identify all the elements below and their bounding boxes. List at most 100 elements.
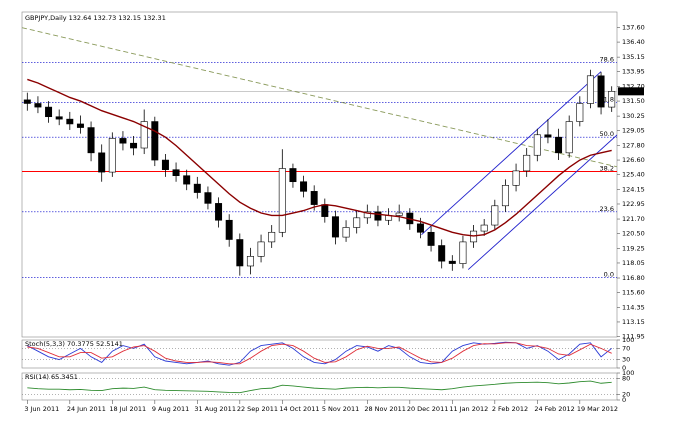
candle-body (204, 192, 212, 204)
candle-body (512, 170, 520, 186)
y-tick-label: 80 (622, 374, 630, 382)
candle-body (331, 216, 339, 238)
candle-body (289, 168, 297, 183)
plot-area (22, 27, 617, 278)
last-price-label: 132.31 (621, 87, 644, 95)
y-tick-label: 135.15 (622, 53, 645, 61)
candle-body (416, 223, 424, 233)
y-tick-label: 0 (622, 364, 626, 372)
plot-area (27, 380, 612, 394)
candle-body (172, 169, 180, 177)
y-tick-label: 132.70 (622, 83, 645, 91)
candle-body (374, 211, 382, 221)
candle-body (544, 134, 552, 138)
indicator-line (27, 342, 612, 365)
candle-body (108, 138, 116, 173)
candle-body (119, 138, 127, 144)
fib-label: 23.6 (600, 205, 614, 213)
candle-body (342, 227, 350, 238)
y-tick-label: 131.50 (622, 97, 645, 105)
indicator-title: Stoch(5,3,3) 70.3775 52.5141 (25, 340, 123, 348)
candle-body (278, 168, 286, 233)
panel-frame (21, 339, 618, 369)
x-tick-label: 9 Aug 2011 (152, 405, 190, 413)
y-tick-label: 100 (622, 369, 634, 377)
candle-body (215, 203, 223, 221)
y-tick-label: 113.15 (622, 318, 645, 326)
y-tick-label: 115.60 (622, 288, 645, 296)
x-tick-label: 11 Jan 2012 (449, 405, 488, 413)
candle-body (246, 256, 254, 267)
panel-frame (21, 372, 618, 401)
candle-body (23, 99, 31, 104)
x-tick-label: 28 Nov 2011 (364, 405, 406, 413)
fib-label: 0.0 (604, 270, 614, 278)
candle-body (34, 103, 42, 108)
x-tick-label: 18 Jul 2011 (109, 405, 146, 413)
trendline (22, 27, 617, 168)
candle-body (257, 241, 265, 257)
candle-body (55, 116, 63, 120)
candle-body (87, 127, 95, 154)
y-tick-label: 136.40 (622, 38, 645, 46)
candle-body (491, 205, 499, 226)
x-tick-label: 20 Dec 2011 (407, 405, 449, 413)
x-tick-label: 5 Nov 2011 (322, 405, 360, 413)
fib-label: 38.2 (600, 164, 614, 172)
plot-area (27, 341, 612, 366)
candle-body (533, 134, 541, 156)
x-tick-label: 19 Mar 2012 (577, 405, 618, 413)
y-tick-label: 100 (622, 336, 634, 344)
candle-body (438, 245, 446, 262)
candle-body (193, 183, 201, 193)
y-tick-label: 114.35 (622, 304, 645, 312)
y-tick-label: 130.25 (622, 112, 645, 120)
fib-label: 61.8 (600, 95, 614, 103)
y-tick-label: 70 (622, 344, 630, 352)
candle-body (45, 106, 53, 118)
y-tick-label: 124.15 (622, 186, 645, 194)
candle-body (66, 118, 74, 125)
y-tick-label: 129.05 (622, 127, 645, 135)
candle-body (448, 260, 456, 264)
x-tick-label: 24 Jun 2011 (67, 405, 106, 413)
candle-body (140, 121, 148, 149)
fib-label: 78.6 (600, 56, 614, 64)
trendline (467, 134, 617, 270)
candle-body (76, 123, 84, 128)
y-tick-label: 126.60 (622, 156, 645, 164)
candle-body (565, 121, 573, 154)
y-tick-label: 116.80 (622, 274, 645, 282)
y-tick-label: 137.60 (622, 24, 645, 32)
trendline (421, 71, 602, 236)
x-tick-label: 31 Aug 2011 (194, 405, 236, 413)
candle-body (321, 204, 329, 217)
last-price-box (618, 87, 644, 96)
candle-body (310, 191, 318, 205)
candle-body (576, 103, 584, 122)
y-tick-label: 120.50 (622, 229, 645, 237)
fib-label: 50.0 (600, 130, 614, 138)
candle-body (427, 231, 435, 246)
candle-body (300, 181, 308, 192)
candle-body (501, 185, 509, 207)
y-tick-label: 119.25 (622, 245, 645, 253)
candle-body (183, 175, 191, 185)
candle-body (161, 159, 169, 170)
candle-body (98, 152, 106, 173)
candle-body (225, 219, 233, 240)
y-tick-label: 121.70 (622, 215, 645, 223)
x-tick-label: 3 Jun 2011 (24, 405, 59, 413)
candle-body (268, 231, 276, 243)
x-tick-label: 24 Feb 2012 (534, 405, 574, 413)
x-tick-label: 22 Sep 2011 (237, 405, 278, 413)
candle-body (130, 142, 138, 149)
y-tick-label: 20 (622, 391, 630, 399)
candle-body (523, 154, 531, 172)
y-tick-label: 0 (622, 396, 626, 404)
chart-title: GBPJPY,Daily 132.64 132.73 132.15 132.31 (25, 14, 166, 22)
y-tick-label: 118.05 (622, 259, 645, 267)
y-tick-label: 125.40 (622, 171, 645, 179)
candle-body (236, 239, 244, 267)
